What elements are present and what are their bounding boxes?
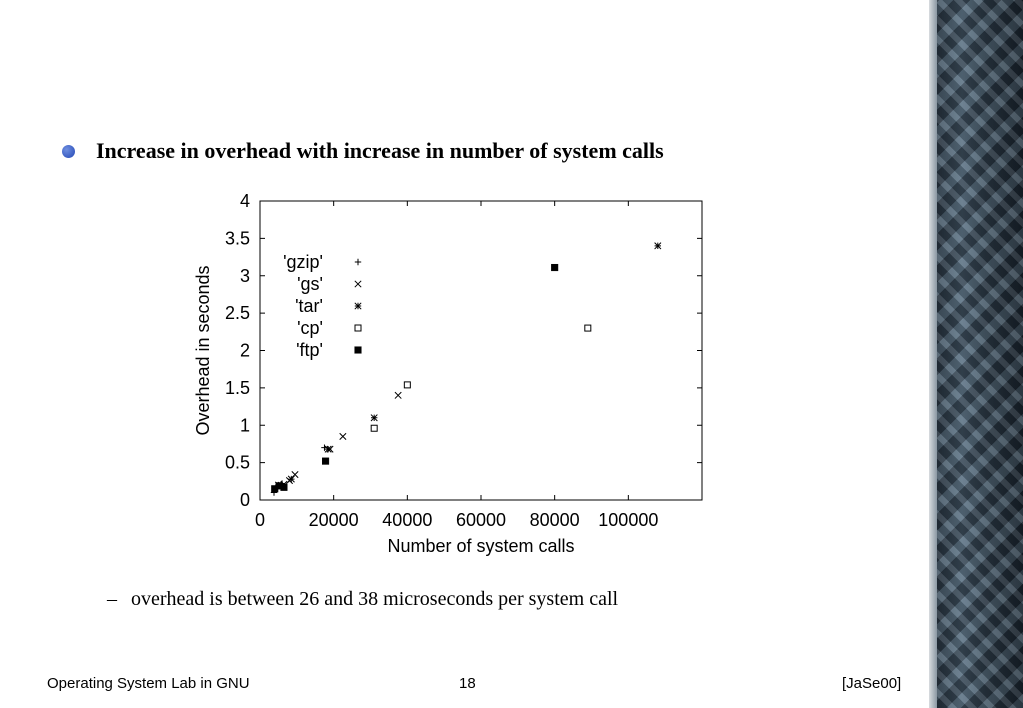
x-axis-label: Number of system calls	[387, 536, 574, 556]
point-tar	[654, 242, 662, 250]
sub-bullet-text: overhead is between 26 and 38 microsecon…	[131, 588, 619, 610]
point-tar	[287, 475, 295, 483]
y-tick-label: 1	[240, 415, 250, 435]
y-axis-label: Overhead in seconds	[193, 265, 213, 435]
footer-page-number: 18	[459, 675, 476, 692]
legend-label-cp: 'cp'	[297, 318, 323, 338]
sub-bullet: – overhead is between 26 and 38 microsec…	[107, 588, 618, 611]
decorative-side-strip	[929, 0, 1023, 708]
y-tick-label: 3	[240, 266, 250, 286]
y-tick-label: 0.5	[225, 453, 250, 473]
scatter-chart: 0 20000 40000 60000 80000 100000 0 0.5 1 1.5 2 2.5 3…	[180, 180, 720, 570]
point-tar	[324, 445, 332, 453]
point-cp	[584, 324, 592, 332]
point-gs	[339, 432, 347, 441]
y-tick-label: 2	[240, 341, 250, 361]
y-tick-label: 0	[240, 490, 250, 510]
y-tick-label: 4	[240, 191, 250, 211]
point-ftp	[551, 263, 559, 272]
point-cp	[370, 424, 378, 432]
x-tick-label: 0	[255, 510, 265, 530]
x-tick-label: 80000	[530, 510, 580, 530]
point-gs	[291, 471, 299, 479]
plot-frame	[259, 200, 703, 501]
legend-label-ftp: 'ftp'	[296, 340, 323, 360]
legend-label-gzip: 'gzip'	[283, 252, 323, 272]
legend-marker-tar	[354, 302, 362, 310]
sub-bullet-dash: –	[107, 588, 117, 610]
y-tick-label: 1.5	[225, 378, 250, 398]
y-tick-label: 3.5	[225, 228, 250, 248]
footer-course-title: Operating System Lab in GNU	[47, 675, 250, 692]
footer-reference: [JaSe00]	[842, 675, 902, 692]
x-tick-label: 40000	[382, 510, 432, 530]
legend-marker-gzip	[354, 258, 362, 266]
point-cp	[403, 381, 411, 389]
x-tick-label: 20000	[309, 510, 359, 530]
legend-label-gs: 'gs'	[297, 274, 323, 294]
main-bullet: Increase in overhead with increase in nu…	[62, 138, 664, 164]
bullet-dot-icon	[62, 144, 75, 158]
point-ftp	[322, 457, 330, 465]
point-gs	[394, 391, 402, 399]
legend-marker-gs	[354, 280, 362, 288]
point-tar	[370, 414, 378, 422]
y-tick-label: 2.5	[225, 303, 250, 323]
point-ftp	[280, 483, 288, 491]
bullet-text: Increase in overhead with increase in nu…	[96, 138, 664, 163]
legend-marker-cp	[354, 324, 362, 332]
x-tick-label: 60000	[456, 510, 506, 530]
legend-label-tar: 'tar'	[295, 296, 323, 316]
x-tick-label: 100000	[598, 510, 658, 530]
chart-svg: 0 20000 40000 60000 80000 100000 0 0.5 1 1.5 2 2.5 3…	[193, 191, 703, 556]
legend-marker-ftp	[354, 346, 362, 354]
